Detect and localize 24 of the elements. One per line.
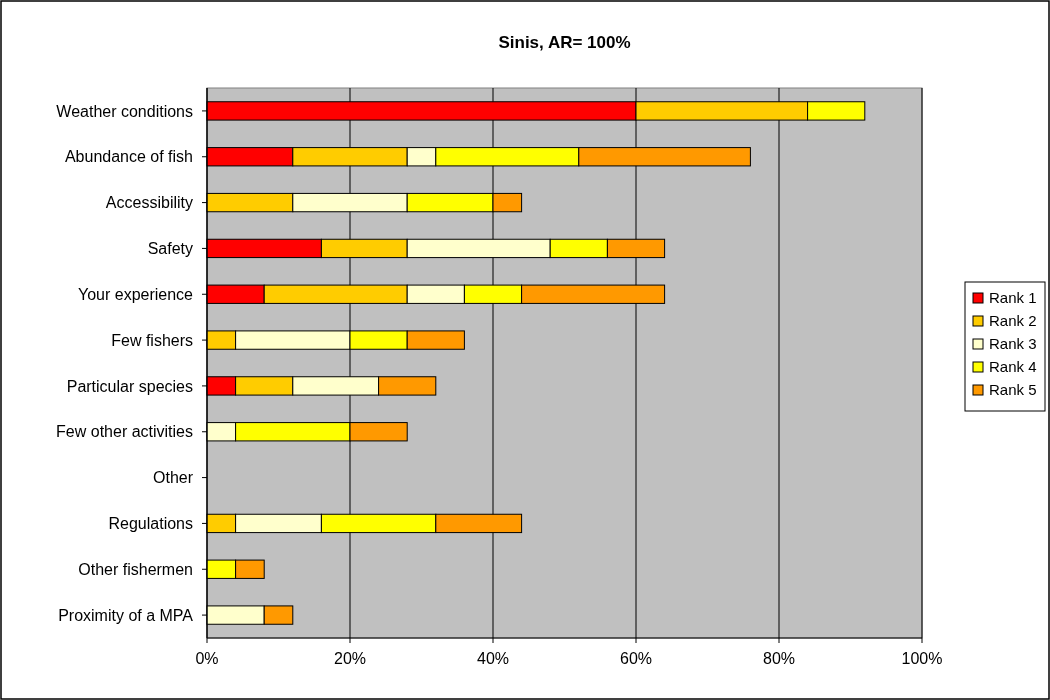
y-tick-label: Accessibility <box>105 194 193 212</box>
legend-label: Rank 3 <box>989 335 1037 353</box>
y-tick-label: Safety <box>147 240 193 258</box>
x-tick-label: 40% <box>476 650 510 667</box>
y-tick-label: Your experience <box>77 285 194 303</box>
y-tick-label: Few other activities <box>56 423 193 441</box>
legend-label: Rank 5 <box>989 381 1037 399</box>
x-tick-label: 60% <box>619 650 653 667</box>
chart-title: Sinis, AR= 100% <box>498 33 631 52</box>
y-tick-label: Particular species <box>66 377 193 395</box>
x-tick-label: 80% <box>762 650 796 667</box>
y-tick-label: Weather conditions <box>56 102 193 120</box>
y-tick-label: Other <box>152 469 194 487</box>
y-tick-label: Abundance of fish <box>64 148 193 166</box>
y-tick-label: Few fishers <box>111 331 193 349</box>
y-tick-label: Proximity of a MPA <box>58 606 194 624</box>
legend-label: Rank 1 <box>989 289 1037 307</box>
x-tick-label: 100% <box>901 650 943 667</box>
y-tick-label: Regulations <box>108 515 193 533</box>
y-tick-label: Other fishermen <box>78 560 193 578</box>
x-tick-label: 20% <box>333 650 367 667</box>
x-tick-label: 0% <box>195 650 219 667</box>
legend-label: Rank 2 <box>989 312 1037 330</box>
legend-label: Rank 4 <box>989 358 1037 376</box>
